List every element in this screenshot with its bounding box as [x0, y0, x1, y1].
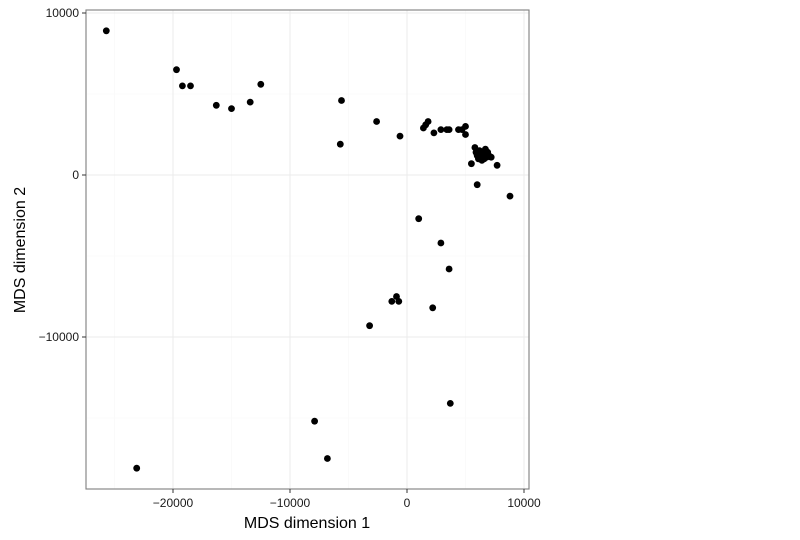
data-point	[475, 155, 482, 163]
data-point	[445, 265, 453, 273]
x-axis-title: MDS dimension 1	[244, 515, 370, 532]
data-point	[179, 82, 186, 90]
data-point	[396, 132, 404, 140]
data-point	[437, 239, 445, 247]
y-tick-label: 0	[72, 168, 79, 182]
data-point	[415, 215, 423, 223]
data-points	[102, 27, 514, 472]
major-gridlines	[86, 10, 529, 489]
data-point	[445, 126, 453, 133]
data-point	[462, 131, 469, 138]
plot-panel	[86, 10, 529, 489]
x-tick-label: −10000	[270, 496, 311, 510]
data-point	[257, 80, 265, 88]
y-axis-title: MDS dimension 2	[12, 187, 29, 313]
data-point	[493, 161, 501, 169]
data-point	[437, 126, 445, 133]
y-axis-ticks: −10000 0 10000	[39, 6, 86, 344]
data-point	[338, 97, 345, 104]
data-point	[462, 123, 469, 130]
data-point	[446, 400, 454, 407]
data-point	[388, 298, 396, 305]
data-point	[430, 129, 438, 137]
x-tick-label: 10000	[507, 496, 541, 510]
data-point	[429, 304, 437, 312]
x-axis-ticks: −20000 −10000 0 10000	[153, 489, 541, 510]
y-tick-label: 10000	[46, 6, 80, 20]
data-point	[424, 118, 432, 125]
data-point	[373, 118, 380, 125]
data-point	[480, 155, 488, 163]
data-point	[473, 181, 481, 189]
data-point	[311, 417, 318, 425]
panel-border	[85, 9, 530, 490]
x-tick-label: −20000	[153, 496, 194, 510]
data-point	[102, 27, 110, 35]
data-point	[212, 101, 220, 109]
data-point	[366, 322, 373, 330]
data-point	[324, 455, 331, 462]
data-point	[395, 298, 403, 305]
data-point	[133, 464, 141, 472]
y-tick-label: −10000	[39, 330, 80, 344]
data-point	[228, 105, 235, 112]
data-point	[506, 192, 514, 200]
data-point	[246, 98, 254, 106]
data-point	[487, 153, 495, 161]
x-tick-label: 0	[404, 496, 411, 510]
data-point	[187, 82, 194, 90]
data-point	[336, 140, 344, 148]
data-point	[173, 66, 180, 74]
minor-gridlines	[86, 10, 529, 489]
data-point	[468, 160, 475, 168]
